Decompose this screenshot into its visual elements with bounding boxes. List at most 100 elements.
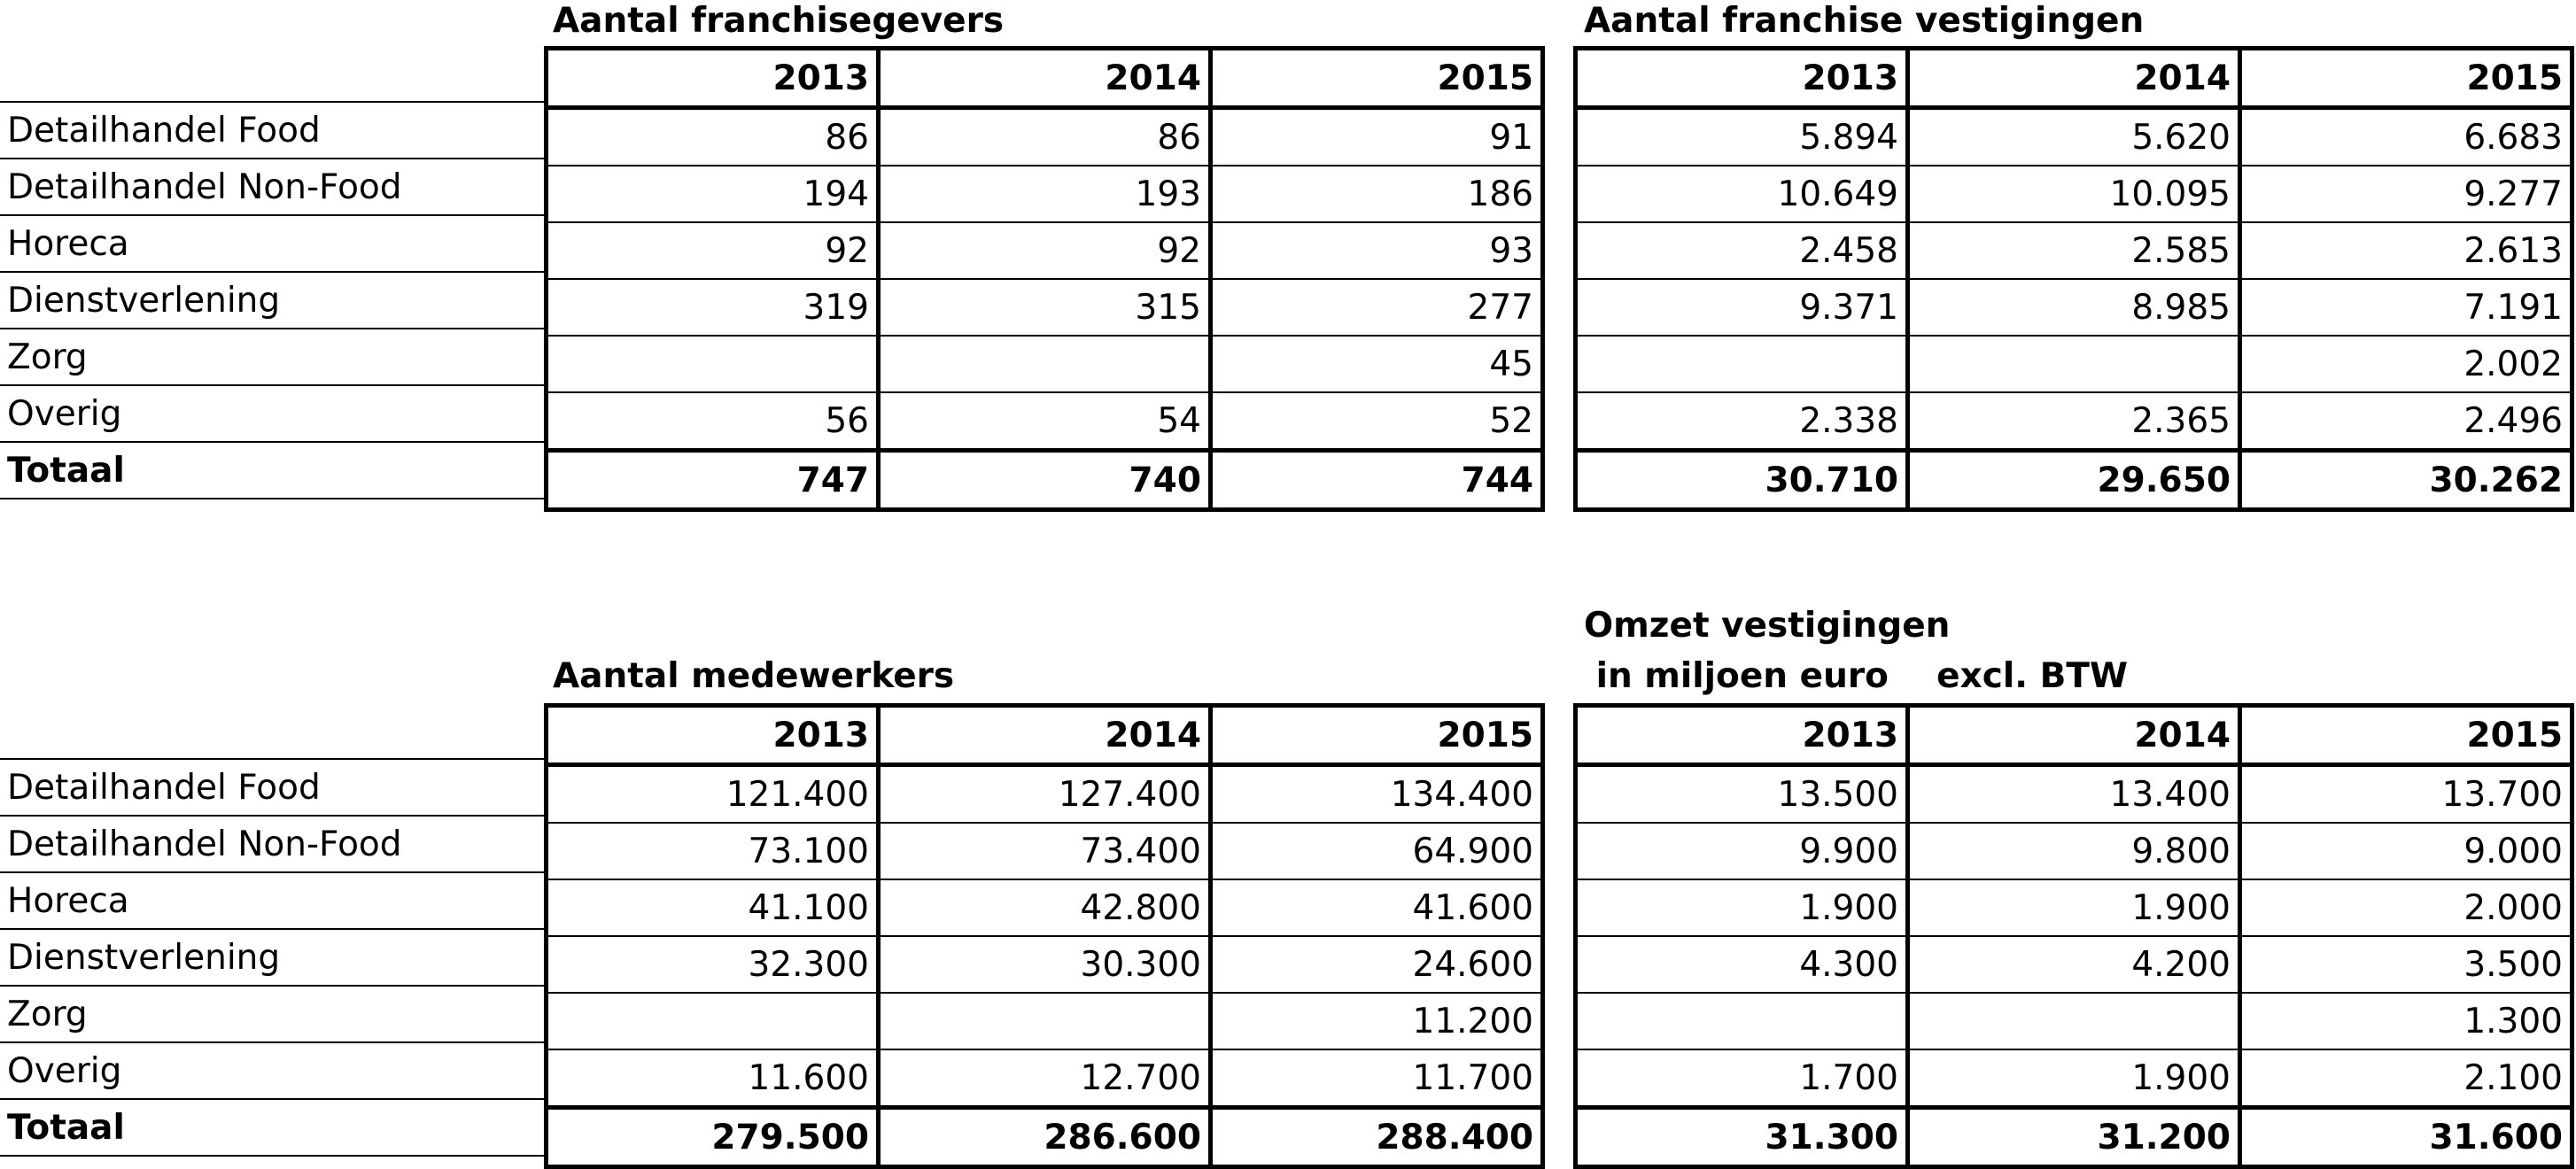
table-row: Horeca: [0, 871, 547, 929]
table-row: 13.500 13.400 13.700: [1575, 763, 2572, 823]
total-cell: 744: [1207, 448, 1543, 510]
cell: 121.400: [546, 763, 879, 823]
cell: 2.613: [2237, 221, 2572, 279]
cell: 9.000: [2237, 822, 2572, 879]
cell: 11.700: [1207, 1049, 1543, 1108]
total-row: 30.710 29.650 30.262: [1575, 448, 2572, 510]
cell: 4.200: [1905, 935, 2240, 993]
cell: 9.900: [1575, 822, 1908, 879]
cell: [546, 992, 879, 1049]
total-cell: 31.300: [1575, 1105, 1908, 1167]
table-row: 45: [546, 335, 1543, 392]
table-row: 2.458 2.585 2.613: [1575, 221, 2572, 279]
cell: 277: [1207, 278, 1543, 336]
cell: 13.400: [1905, 763, 2240, 823]
cell: [875, 335, 1211, 392]
cell: 2.000: [2237, 879, 2572, 936]
row-label-total: Totaal: [0, 441, 547, 499]
cell: 41.100: [546, 879, 879, 936]
cell: 1.900: [1905, 879, 2240, 936]
table-omzet: 2013 2014 2015 13.500 13.400 13.700 9.900 9…: [1573, 703, 2574, 1169]
row-label: Dienstverlening: [0, 928, 547, 986]
table-row: 41.100 42.800 41.600: [546, 879, 1543, 936]
cell: 52: [1207, 391, 1543, 451]
cell: 86: [875, 106, 1211, 166]
table-row: 2.002: [1575, 335, 2572, 392]
table-row: Totaal: [0, 1098, 547, 1157]
table-row: Detailhandel Food: [0, 101, 547, 159]
header-row: 2013 2014 2015: [546, 48, 1543, 110]
cell: 11.600: [546, 1049, 879, 1108]
table-row: Horeca: [0, 214, 547, 272]
cell: 64.900: [1207, 822, 1543, 879]
cell: 10.649: [1575, 165, 1908, 222]
cell: 73.100: [546, 822, 879, 879]
year-header: 2015: [1207, 48, 1543, 110]
cell: 319: [546, 278, 879, 336]
cell: 86: [546, 106, 879, 166]
total-cell: 288.400: [1207, 1105, 1543, 1167]
table-row: 73.100 73.400 64.900: [546, 822, 1543, 879]
total-row: 747 740 744: [546, 448, 1543, 510]
table-title-vestigingen: Aantal franchise vestigingen: [1584, 1, 2145, 41]
table-medewerkers: 2013 2014 2015 121.400 127.400 134.400 73.…: [544, 703, 1545, 1169]
total-row: 31.300 31.200 31.600: [1575, 1105, 2572, 1167]
cell: 4.300: [1575, 935, 1908, 993]
row-label: Detailhandel Non-Food: [0, 158, 547, 215]
row-label: Detailhandel Non-Food: [0, 815, 547, 872]
row-label: Detailhandel Food: [0, 758, 547, 816]
cell: 42.800: [875, 879, 1211, 936]
row-label: Zorg: [0, 985, 547, 1042]
total-cell: 30.710: [1575, 448, 1908, 510]
row-label: Dienstverlening: [0, 271, 547, 329]
cell: 2.100: [2237, 1049, 2572, 1108]
table-row: Detailhandel Food: [0, 758, 547, 816]
cell: 2.002: [2237, 335, 2572, 392]
row-labels-bottom: Detailhandel Food Detailhandel Non-Food …: [0, 758, 547, 1157]
table-row: 11.600 12.700 11.700: [546, 1049, 1543, 1108]
cell: [1905, 992, 2240, 1049]
cell: 7.191: [2237, 278, 2572, 336]
table-row: 92 92 93: [546, 221, 1543, 279]
cell: 93: [1207, 221, 1543, 279]
table-row: 1.900 1.900 2.000: [1575, 879, 2572, 936]
table-vestigingen: 2013 2014 2015 5.894 5.620 6.683 10.649 10.…: [1573, 46, 2574, 512]
table-row: Detailhandel Non-Food: [0, 158, 547, 215]
row-label: Overig: [0, 1041, 547, 1099]
cell: 5.620: [1905, 106, 2240, 166]
header-row: 2013 2014 2015: [1575, 705, 2572, 767]
cell: 92: [546, 221, 879, 279]
row-label-total: Totaal: [0, 1098, 547, 1157]
cell: 13.500: [1575, 763, 1908, 823]
table-row: 86 86 91: [546, 106, 1543, 166]
cell: 9.277: [2237, 165, 2572, 222]
table-row: Overig: [0, 384, 547, 442]
cell: [1575, 992, 1908, 1049]
cell: 134.400: [1207, 763, 1543, 823]
table-row: Dienstverlening: [0, 271, 547, 329]
table-row: Dienstverlening: [0, 928, 547, 986]
cell: 32.300: [546, 935, 879, 993]
table-row: 5.894 5.620 6.683: [1575, 106, 2572, 166]
table-title-medewerkers: Aantal medewerkers: [553, 656, 955, 696]
cell: 10.095: [1905, 165, 2240, 222]
cell: 6.683: [2237, 106, 2572, 166]
table-row: Overig: [0, 1041, 547, 1099]
year-header: 2015: [2237, 705, 2572, 767]
year-header: 2014: [875, 705, 1211, 767]
cell: 3.500: [2237, 935, 2572, 993]
cell: 30.300: [875, 935, 1211, 993]
total-cell: 30.262: [2237, 448, 2572, 510]
cell: [1905, 335, 2240, 392]
table-row: 194 193 186: [546, 165, 1543, 222]
cell: 1.900: [1905, 1049, 2240, 1108]
table-row: Totaal: [0, 441, 547, 499]
table-row: 32.300 30.300 24.600: [546, 935, 1543, 993]
table-row: 10.649 10.095 9.277: [1575, 165, 2572, 222]
cell: 92: [875, 221, 1211, 279]
cell: [546, 335, 879, 392]
table-row: 9.900 9.800 9.000: [1575, 822, 2572, 879]
cell: 56: [546, 391, 879, 451]
table-row: 11.200: [546, 992, 1543, 1049]
cell: 2.585: [1905, 221, 2240, 279]
